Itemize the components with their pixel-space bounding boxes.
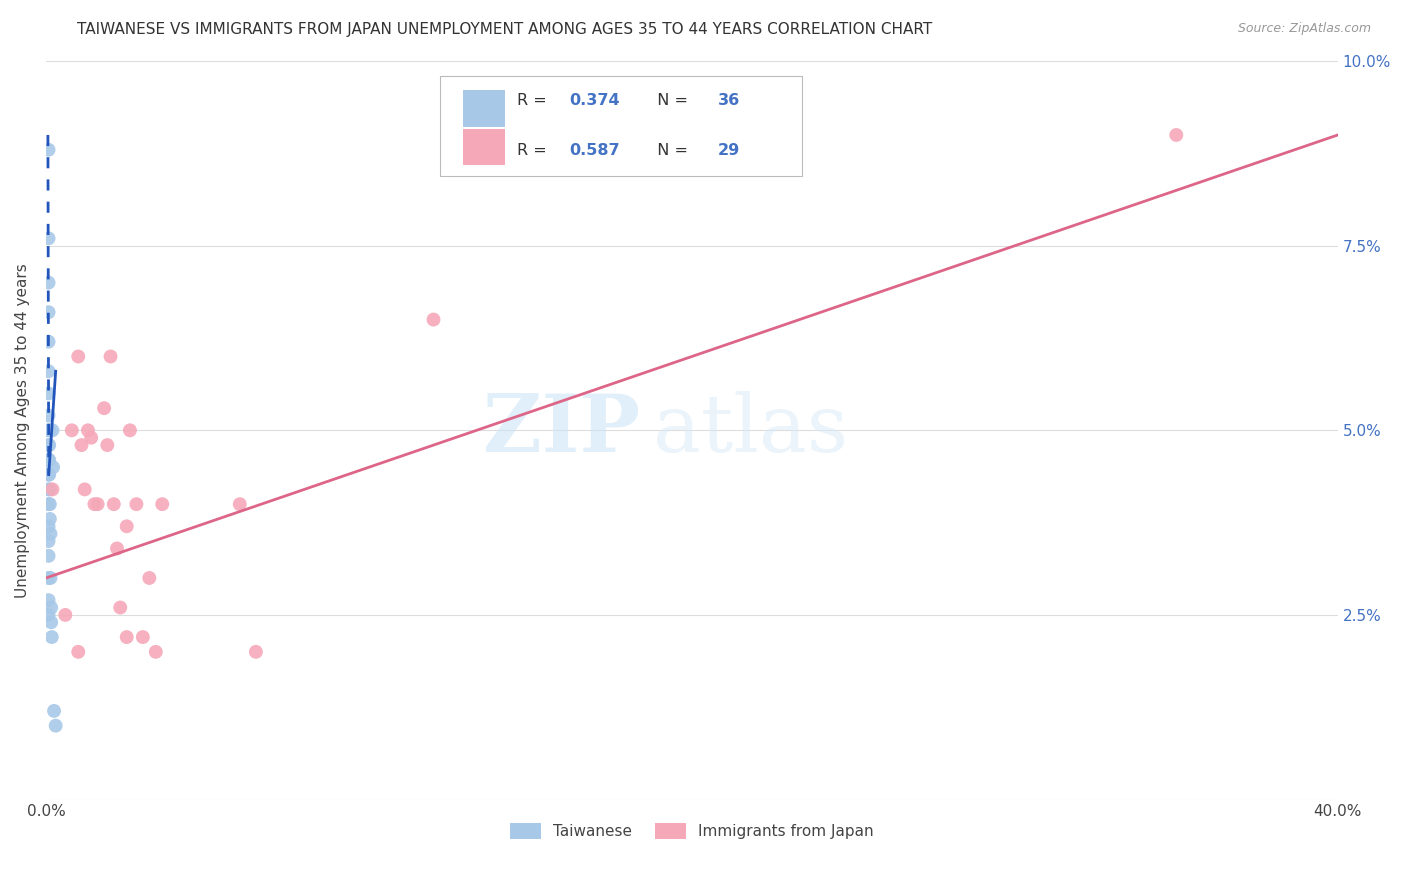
Legend: Taiwanese, Immigrants from Japan: Taiwanese, Immigrants from Japan [505, 817, 880, 845]
Point [38, 276, 60, 290]
Point [67, 645, 90, 659]
Point [110, 600, 132, 615]
Point [38, 334, 60, 349]
Text: ZIP: ZIP [484, 392, 640, 469]
Point [38, 467, 60, 482]
Point [38, 423, 60, 437]
Y-axis label: Unemployment Among Ages 35 to 44 years: Unemployment Among Ages 35 to 44 years [15, 263, 30, 598]
Point [38, 467, 60, 482]
Point [38, 453, 60, 467]
Point [73, 483, 96, 497]
Point [93, 401, 115, 416]
Point [1166, 128, 1188, 142]
Point [42, 704, 65, 718]
Bar [463, 128, 505, 165]
Bar [440, 76, 801, 176]
Point [103, 497, 125, 511]
Text: TAIWANESE VS IMMIGRANTS FROM JAPAN UNEMPLOYMENT AMONG AGES 35 TO 44 YEARS CORREL: TAIWANESE VS IMMIGRANTS FROM JAPAN UNEMP… [77, 22, 932, 37]
Point [38, 571, 60, 585]
Point [39, 526, 62, 541]
Point [38, 386, 60, 401]
Point [38, 483, 60, 497]
Text: 29: 29 [717, 144, 740, 158]
Point [86, 497, 108, 511]
Point [38, 423, 60, 437]
Point [53, 607, 76, 622]
Point [100, 350, 122, 364]
Point [67, 350, 90, 364]
Text: R =: R = [517, 94, 553, 108]
Point [83, 497, 105, 511]
Point [38, 364, 60, 378]
Point [245, 645, 267, 659]
Point [42, 460, 65, 475]
Text: atlas: atlas [654, 392, 848, 469]
Text: 36: 36 [717, 94, 740, 108]
Text: N =: N = [647, 144, 693, 158]
Bar [463, 90, 505, 127]
Point [41, 630, 63, 644]
Point [70, 438, 93, 452]
Point [38, 607, 60, 622]
Text: 0.374: 0.374 [569, 94, 620, 108]
Point [39, 615, 62, 630]
Point [38, 231, 60, 245]
Point [150, 497, 173, 511]
Point [38, 143, 60, 157]
Point [115, 630, 138, 644]
Point [422, 312, 444, 326]
Point [38, 497, 60, 511]
Point [60, 423, 83, 437]
Point [105, 541, 128, 556]
Point [38, 497, 60, 511]
Text: 0.587: 0.587 [569, 144, 620, 158]
Point [38, 409, 60, 423]
Point [132, 630, 155, 644]
Point [115, 519, 138, 533]
Text: N =: N = [647, 94, 693, 108]
Text: R =: R = [517, 144, 553, 158]
Point [38, 534, 60, 549]
Point [38, 483, 60, 497]
Point [125, 497, 148, 511]
Point [38, 438, 60, 452]
Point [41, 483, 63, 497]
Point [145, 645, 167, 659]
Point [39, 571, 62, 585]
Point [38, 438, 60, 452]
Point [229, 497, 252, 511]
Point [41, 423, 63, 437]
Point [77, 423, 100, 437]
Point [38, 453, 60, 467]
Point [80, 431, 103, 445]
Point [39, 600, 62, 615]
Point [38, 305, 60, 319]
Point [38, 593, 60, 607]
Point [38, 512, 60, 526]
Point [45, 719, 67, 733]
Point [38, 549, 60, 563]
Point [38, 519, 60, 533]
Point [138, 571, 160, 585]
Text: Source: ZipAtlas.com: Source: ZipAtlas.com [1237, 22, 1371, 36]
Point [96, 438, 118, 452]
Point [118, 423, 141, 437]
